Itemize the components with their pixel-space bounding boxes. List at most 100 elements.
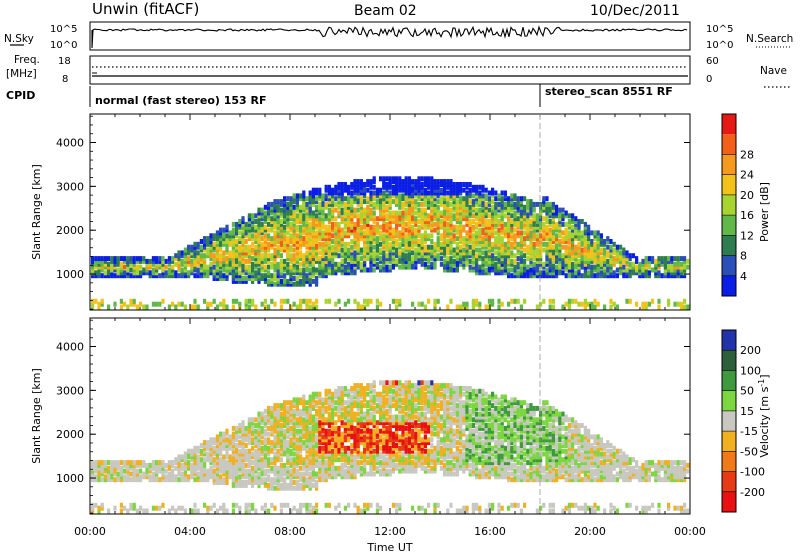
power-cell — [417, 202, 420, 207]
power-cell — [475, 248, 478, 253]
power-cell — [533, 213, 536, 218]
power-cell — [392, 211, 395, 216]
power-cell — [424, 262, 427, 267]
power-cell — [651, 299, 654, 304]
power-cell — [427, 176, 430, 181]
velocity-cell — [280, 412, 283, 417]
velocity-cell — [286, 400, 289, 405]
velocity-cell — [302, 472, 305, 477]
power-cell — [561, 222, 564, 227]
power-cell — [481, 185, 484, 190]
velocity-cell — [251, 437, 254, 442]
power-cell — [305, 250, 308, 255]
power-cell — [267, 270, 270, 275]
power-cell — [344, 182, 347, 187]
power-cell — [216, 230, 219, 235]
power-cell — [245, 239, 248, 244]
power-cell — [245, 259, 248, 264]
power-cell — [513, 299, 516, 304]
velocity-cell — [267, 474, 270, 479]
velocity-cell — [318, 406, 321, 411]
power-cell — [520, 250, 523, 255]
power-cell — [398, 211, 401, 216]
velocity-cell — [344, 406, 347, 411]
power-cell — [251, 248, 254, 253]
power-cell — [472, 185, 475, 190]
power-cell — [174, 305, 177, 310]
power-cell — [331, 245, 334, 250]
power-cell — [392, 176, 395, 181]
power-cell — [657, 299, 660, 304]
power-cell — [222, 273, 225, 278]
power-cell — [427, 233, 430, 238]
velocity-cell — [315, 472, 318, 477]
power-cell — [424, 208, 427, 213]
power-cell — [446, 191, 449, 196]
power-cell — [238, 219, 241, 224]
power-cell — [440, 242, 443, 247]
nsky-panel — [90, 22, 690, 50]
power-cell — [600, 270, 603, 275]
velocity-cell — [283, 429, 286, 434]
power-cell — [645, 256, 648, 261]
power-cell — [139, 265, 142, 270]
power-cell — [209, 233, 212, 238]
velocity-cell — [337, 466, 340, 471]
power-cell — [238, 230, 241, 235]
velocity-cell — [309, 503, 312, 508]
power-cell — [574, 216, 577, 221]
power-cell — [437, 179, 440, 184]
power-cell — [414, 248, 417, 253]
velocity-cell — [350, 449, 353, 454]
velocity-cell — [273, 506, 276, 511]
power-cell — [280, 279, 283, 284]
power-cell — [270, 253, 273, 258]
power-cell — [328, 225, 331, 230]
power-cell — [296, 233, 299, 238]
power-cell — [485, 219, 488, 224]
power-cell — [590, 302, 593, 307]
power-cell — [334, 208, 337, 213]
power-cell — [283, 299, 286, 304]
power-cell — [104, 256, 107, 261]
velocity-cell — [248, 417, 251, 422]
power-cell — [510, 273, 513, 278]
power-cell — [277, 199, 280, 204]
power-cell — [437, 236, 440, 241]
power-cell — [366, 268, 369, 273]
power-cell — [485, 268, 488, 273]
velocity-cell — [270, 457, 273, 462]
velocity-cell — [337, 457, 340, 462]
power-cell — [267, 228, 270, 233]
power-cell — [449, 202, 452, 207]
power-cell — [616, 245, 619, 250]
velocity-cell — [334, 426, 337, 431]
power-cell — [296, 305, 299, 310]
velocity-cell — [152, 506, 155, 511]
power-cell — [545, 196, 548, 201]
power-cell — [405, 253, 408, 258]
velocity-cell — [344, 400, 347, 405]
power-cell — [389, 265, 392, 270]
power-cell — [462, 188, 465, 193]
power-cell — [401, 179, 404, 184]
power-cell — [392, 299, 395, 304]
velocity-cell — [325, 397, 328, 402]
power-cell — [437, 253, 440, 258]
velocity-cell — [334, 466, 337, 471]
velocity-cell — [344, 506, 347, 511]
power-cell — [494, 256, 497, 261]
power-cell — [286, 202, 289, 207]
velocity-cell — [334, 420, 337, 425]
power-cell — [424, 188, 427, 193]
power-cell — [232, 299, 235, 304]
power-cell — [254, 270, 257, 275]
velocity-cell — [206, 452, 209, 457]
power-cell — [267, 202, 270, 207]
power-cell — [593, 230, 596, 235]
velocity-cell — [341, 463, 344, 468]
power-cell — [437, 205, 440, 210]
power-cell — [488, 219, 491, 224]
power-cell — [539, 202, 542, 207]
